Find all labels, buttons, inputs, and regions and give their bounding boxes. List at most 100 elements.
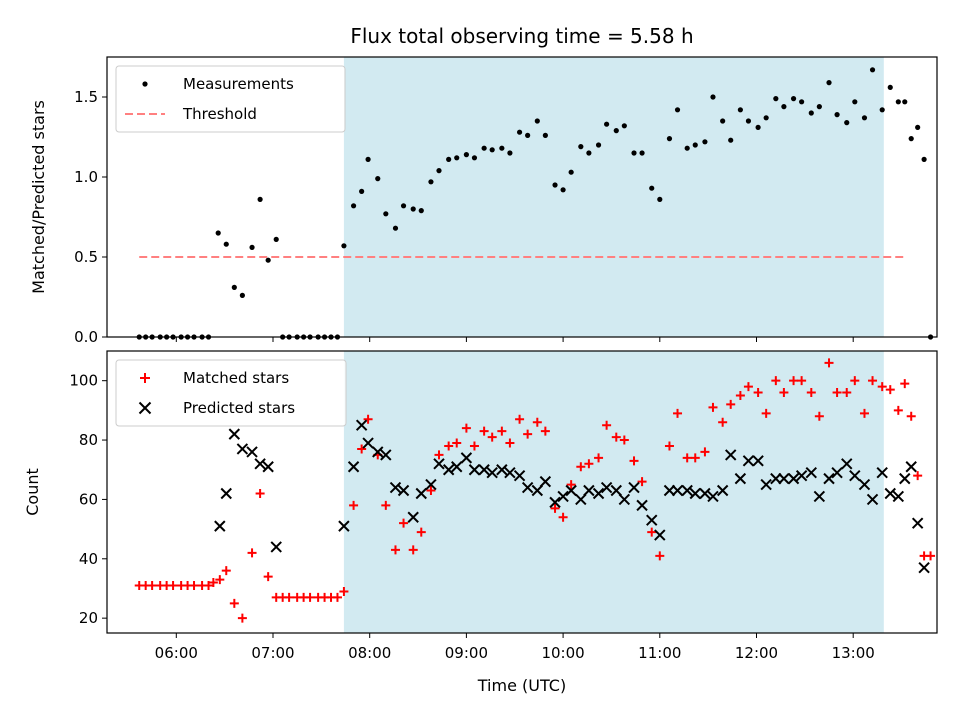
measurement-point [649,185,655,191]
predicted-star-point [858,478,871,491]
matched-star-point [842,388,852,398]
matched-star-point [789,376,799,386]
matched-star-point [399,518,409,528]
measurement-point [560,187,566,193]
measurement-point [418,208,424,214]
matched-star-point [229,598,239,608]
predicted-star-point [760,478,772,491]
matched-star-point [806,388,816,398]
measurement-point [869,67,876,73]
predicted-star-point [549,496,561,509]
y-tick-label: 0.0 [74,328,98,346]
observing-interval-shade [343,57,884,337]
predicted-star-point [899,472,911,485]
measurement-point [763,115,769,121]
matched-star-point [611,432,621,442]
matched-star-point [189,581,199,591]
y-axis-label: Matched/Predicted stars [29,100,48,294]
measurement-point [586,150,592,156]
measurement-point [436,168,442,174]
matched-star-point [284,592,294,602]
measurement-point [499,145,505,151]
matched-star-point [868,376,878,386]
measurement-point [710,94,716,100]
matched-star-point [824,358,834,368]
measurement-point [790,96,797,102]
matched-star-point [814,411,824,421]
legend-box [115,359,347,427]
matched-star-point [305,592,315,602]
predicted-star-point [338,520,350,532]
matched-star-point [339,586,349,596]
matched-star-point [558,512,568,522]
matched-star-point [743,382,753,392]
predicted-star-point [716,484,729,497]
legend-marker-measurements [142,81,148,87]
x-axis-label: Time (UTC) [477,676,566,695]
measurement-point [375,176,381,182]
matched-star-point [390,545,400,555]
y-tick-label: 1.0 [74,168,98,186]
measurement-point [844,120,850,126]
predicted-star-point [451,461,463,473]
measurement-point [728,137,734,143]
axes-frame [106,56,938,338]
matched-star-point [576,462,586,472]
predicted-star-point [557,490,569,503]
measurement-point [799,99,805,105]
chart-title: Flux total observing time = 5.58 h [350,24,693,48]
predicted-star-point [646,514,658,526]
predicted-star-point [486,466,498,479]
predicted-star-point [228,428,241,440]
measurement-point [265,257,271,263]
measurement-point [542,132,548,138]
measurement-point [359,188,365,194]
predicted-star-point [905,461,917,473]
matched-star-point [332,592,342,602]
measurement-point [631,150,637,156]
predicted-star-point [823,472,835,485]
top-panel: 0.0 0.5 1.0 1.5 Matched/Predicted stars Measu… [29,56,938,346]
predicted-star-point [407,511,419,523]
matched-star-point [906,411,916,421]
predicted-star-point [841,458,853,470]
predicted-star-point [628,481,640,494]
predicted-star-point [220,487,232,500]
x-tick-label: 08:00 [348,644,391,662]
predicted-star-point [671,484,684,497]
matched-star-point [408,545,418,555]
predicted-star-point [778,472,790,485]
measurement-point [921,156,927,162]
measurement-point [902,99,908,105]
measurement-point [666,136,673,142]
y-tick-label: 100 [69,372,98,390]
predicted-star-point [575,493,587,506]
predicted-star-point [347,461,360,473]
measurement-point [674,107,681,113]
matched-star-point [850,376,860,386]
measurement-point [720,118,726,124]
matched-star-point [673,408,683,418]
predicted-star-point [707,490,719,503]
measurement-point [578,144,584,150]
measurement-point [639,150,645,156]
matched-star-point [761,408,771,418]
measurement-point [463,152,469,158]
measurement-point [516,129,523,135]
matched-star-point [215,575,225,585]
predicted-star-point [389,481,402,494]
measurement-point [365,156,371,162]
x-tick-label: 06:00 [155,644,198,662]
measurement-point [915,124,921,130]
measurement-point [410,206,416,212]
measurement-point [568,169,574,175]
matched-star-point [771,376,781,386]
measurement-point [621,123,627,129]
predicted-star-point [787,472,800,485]
predicted-star-point [681,484,693,497]
matched-star-point [602,420,612,430]
matched-star-point [469,441,479,451]
matched-star-point [877,382,887,392]
predicted-star-point [752,455,764,467]
measurement-point [745,118,752,124]
